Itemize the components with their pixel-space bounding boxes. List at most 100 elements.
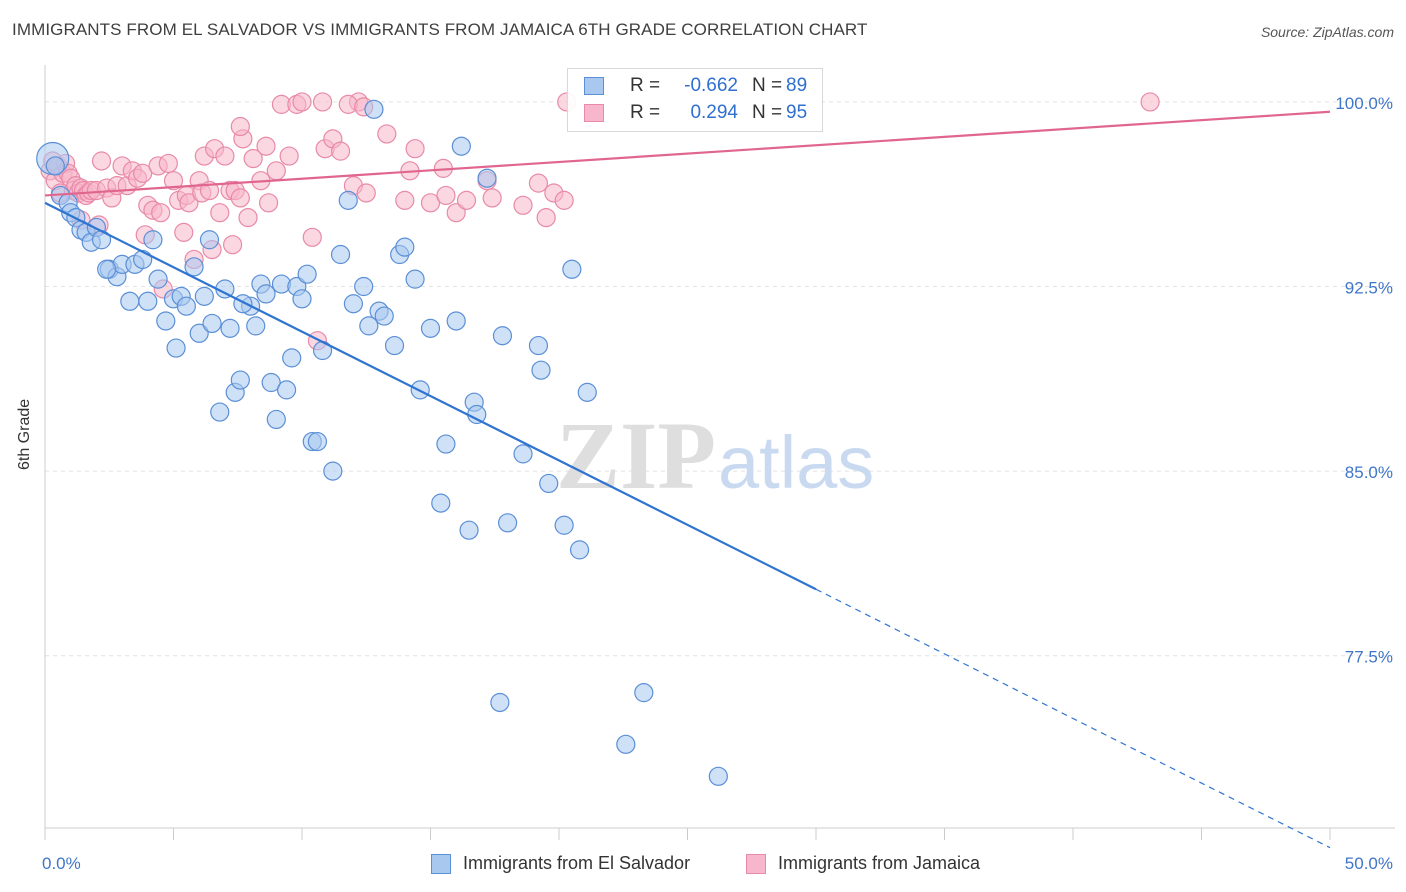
data-point-jamaica	[513, 195, 533, 215]
legend-r-value: 0.294	[690, 102, 738, 123]
data-point-jamaica	[151, 203, 171, 223]
data-point-el-salvador	[354, 276, 374, 297]
legend-swatch-blue	[431, 854, 451, 874]
data-point-el-salvador	[634, 683, 654, 703]
data-point-el-salvador	[166, 338, 186, 358]
data-point-jamaica	[174, 222, 194, 242]
legend-label-jamaica: Immigrants from Jamaica	[778, 853, 981, 873]
data-point-jamaica	[420, 193, 441, 213]
data-point-el-salvador	[202, 313, 222, 334]
data-point-jamaica	[312, 92, 333, 112]
data-point-el-salvador	[708, 766, 728, 786]
data-point-jamaica	[446, 203, 466, 223]
data-point-jamaica	[210, 203, 230, 223]
data-point-el-salvador	[184, 257, 204, 277]
data-point-el-salvador	[297, 264, 317, 284]
tick-labels: 100.0% 92.5% 85.0% 77.5% 0.0% 50.0%	[42, 94, 1393, 873]
data-point-jamaica	[215, 146, 235, 166]
data-point-jamaica	[163, 171, 184, 191]
data-point-jamaica	[292, 92, 312, 112]
legend-r-value: -0.662	[684, 75, 738, 96]
data-point-jamaica	[230, 188, 250, 208]
trend-line-el-salvador-extension	[815, 588, 1331, 849]
data-point-el-salvador	[246, 316, 266, 336]
data-point-jamaica	[133, 163, 153, 183]
data-point-el-salvador	[364, 99, 384, 119]
data-point-jamaica	[91, 151, 112, 171]
data-point-el-salvador	[282, 348, 302, 368]
legend-n-label: N =	[752, 102, 783, 123]
data-point-jamaica	[243, 148, 263, 169]
data-point-jamaica	[302, 227, 322, 247]
data-point-el-salvador	[446, 311, 466, 331]
legend-swatch-blue	[584, 77, 604, 95]
data-point-el-salvador	[459, 520, 479, 540]
chart-title: IMMIGRANTS FROM EL SALVADOR VS IMMIGRANT…	[12, 20, 868, 39]
data-point-jamaica	[528, 173, 549, 193]
x-tick-label: 50.0%	[1345, 854, 1393, 873]
data-point-el-salvador	[220, 318, 240, 338]
data-point-jamaica	[279, 146, 299, 166]
watermark-zip: ZIP	[556, 402, 716, 509]
data-point-el-salvador	[359, 316, 379, 336]
data-point-el-salvador	[554, 515, 574, 535]
data-point-jamaica	[258, 193, 279, 213]
data-point-jamaica	[456, 190, 477, 210]
data-point-jamaica	[482, 188, 502, 208]
data-point-jamaica	[356, 183, 376, 203]
data-point-el-salvador	[292, 289, 312, 309]
data-point-el-salvador	[569, 540, 590, 560]
data-point-el-salvador	[420, 318, 441, 338]
data-point-jamaica	[554, 190, 574, 210]
data-point-el-salvador	[261, 372, 281, 393]
data-point-el-salvador	[577, 382, 597, 402]
data-point-el-salvador	[539, 473, 559, 494]
data-point-jamaica	[395, 190, 415, 210]
data-point-el-salvador	[189, 323, 209, 343]
legend-swatch-pink	[584, 104, 604, 122]
data-point-el-salvador	[467, 404, 487, 425]
data-point-el-salvador	[451, 136, 471, 156]
watermark-atlas: atlas	[718, 421, 874, 504]
legend-n-value: 89	[786, 75, 808, 96]
legend-n-value: 95	[786, 102, 808, 123]
data-point-el-salvador	[143, 230, 163, 250]
trend-line-jamaica	[44, 110, 1331, 197]
data-point-el-salvador	[492, 326, 513, 346]
data-point-el-salvador	[616, 734, 636, 754]
data-point-el-salvador	[513, 444, 533, 464]
data-point-jamaica	[230, 116, 250, 137]
legend-swatch-pink	[746, 854, 766, 874]
source-label: Source: ZipAtlas.com	[1260, 24, 1394, 40]
stats-legend: R = -0.662 N = 89 R = 0.294 N = 95	[567, 68, 823, 132]
data-point-el-salvador	[395, 237, 415, 257]
data-point-el-salvador	[210, 402, 230, 422]
data-point-el-salvador	[97, 259, 117, 279]
series-legend: Immigrants from El Salvador Immigrants f…	[0, 852, 1406, 878]
y-axis-label: 6th Grade	[16, 398, 33, 470]
data-point-jamaica	[536, 208, 556, 228]
data-point-jamaica	[158, 153, 178, 174]
data-point-jamaica	[223, 235, 243, 255]
series-jamaica-points	[40, 92, 1160, 351]
data-point-el-salvador	[148, 269, 168, 289]
axes	[44, 65, 1395, 840]
series-el-salvador-points	[36, 99, 728, 786]
data-point-el-salvador	[256, 284, 276, 304]
trend-line-el-salvador	[44, 201, 817, 591]
data-point-el-salvador	[199, 230, 220, 250]
data-point-jamaica	[1140, 92, 1160, 112]
data-point-el-salvador	[477, 168, 497, 188]
data-point-jamaica	[377, 124, 397, 144]
data-point-jamaica	[179, 193, 199, 213]
legend-label-el-salvador: Immigrants from El Salvador	[463, 853, 691, 873]
data-point-el-salvador	[45, 156, 65, 176]
x-tick-label: 0.0%	[42, 854, 81, 873]
data-point-el-salvador	[374, 306, 394, 326]
y-tick-label: 85.0%	[1345, 463, 1393, 482]
data-point-el-salvador	[307, 431, 328, 452]
data-point-el-salvador	[498, 513, 518, 533]
data-point-el-salvador	[233, 294, 253, 314]
data-point-el-salvador	[133, 249, 153, 270]
